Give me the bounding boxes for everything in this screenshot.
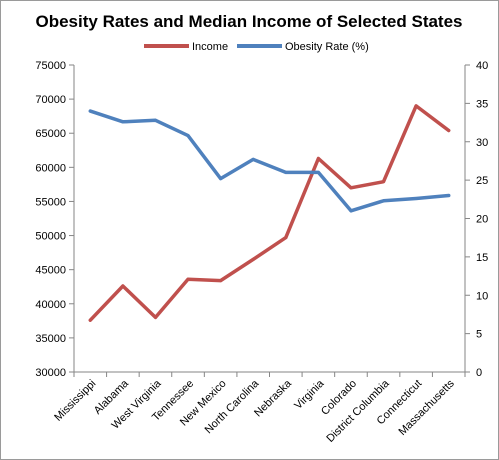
data-point <box>186 277 190 281</box>
data-point <box>121 120 125 124</box>
legend: Income Obesity Rate (%) <box>144 41 369 53</box>
data-point <box>251 257 255 261</box>
data-point <box>382 199 386 203</box>
data-point <box>316 156 320 160</box>
right-axis-ticks: 0 5 10 15 20 25 30 35 40 <box>465 60 488 379</box>
data-point <box>316 170 320 174</box>
data-point <box>88 109 92 113</box>
chart-title: Obesity Rates and Median Income of Selec… <box>35 12 462 31</box>
right-tick-label: 40 <box>476 60 488 72</box>
data-point <box>153 315 157 319</box>
legend-label-obesity: Obesity Rate (%) <box>285 41 369 53</box>
data-point <box>186 134 190 138</box>
right-tick-label: 20 <box>476 214 488 226</box>
data-point <box>284 170 288 174</box>
right-tick-label: 0 <box>476 367 482 379</box>
data-point <box>382 180 386 184</box>
data-point <box>447 128 451 132</box>
left-tick-label: 70000 <box>35 94 66 106</box>
data-point <box>447 193 451 197</box>
series-layer <box>88 104 451 322</box>
x-tick-label: Mississippi <box>52 378 98 424</box>
data-point <box>153 118 157 122</box>
left-tick-label: 50000 <box>35 231 66 243</box>
data-point <box>251 157 255 161</box>
left-tick-label: 75000 <box>35 60 66 72</box>
series-line-obesity-rate <box>88 109 451 213</box>
left-tick-label: 30000 <box>35 367 66 379</box>
right-tick-label: 25 <box>476 175 488 187</box>
data-point <box>414 104 418 108</box>
right-tick-label: 30 <box>476 137 488 149</box>
right-tick-label: 5 <box>476 329 482 341</box>
series-income <box>88 104 451 322</box>
data-point <box>414 197 418 201</box>
data-point <box>284 236 288 240</box>
series-obesity-rate <box>88 109 451 213</box>
x-tick-label: Massachusetts <box>396 377 457 438</box>
data-point <box>349 186 353 190</box>
right-tick-label: 15 <box>476 252 488 264</box>
left-tick-label: 45000 <box>35 265 66 277</box>
left-tick-label: 35000 <box>35 333 66 345</box>
left-tick-label: 60000 <box>35 162 66 174</box>
data-point <box>88 318 92 322</box>
data-point <box>349 209 353 213</box>
left-axis-ticks: 30000 35000 40000 45000 50000 55000 60000 65000… <box>35 60 74 379</box>
data-point <box>219 279 223 283</box>
left-tick-label: 55000 <box>35 196 66 208</box>
data-point <box>121 284 125 288</box>
legend-label-income: Income <box>192 41 228 53</box>
data-point <box>219 177 223 181</box>
right-tick-label: 10 <box>476 290 488 302</box>
axes <box>73 65 466 373</box>
right-tick-label: 35 <box>476 98 488 110</box>
left-tick-label: 40000 <box>35 299 66 311</box>
series-line-income <box>88 104 451 322</box>
left-tick-label: 65000 <box>35 128 66 140</box>
